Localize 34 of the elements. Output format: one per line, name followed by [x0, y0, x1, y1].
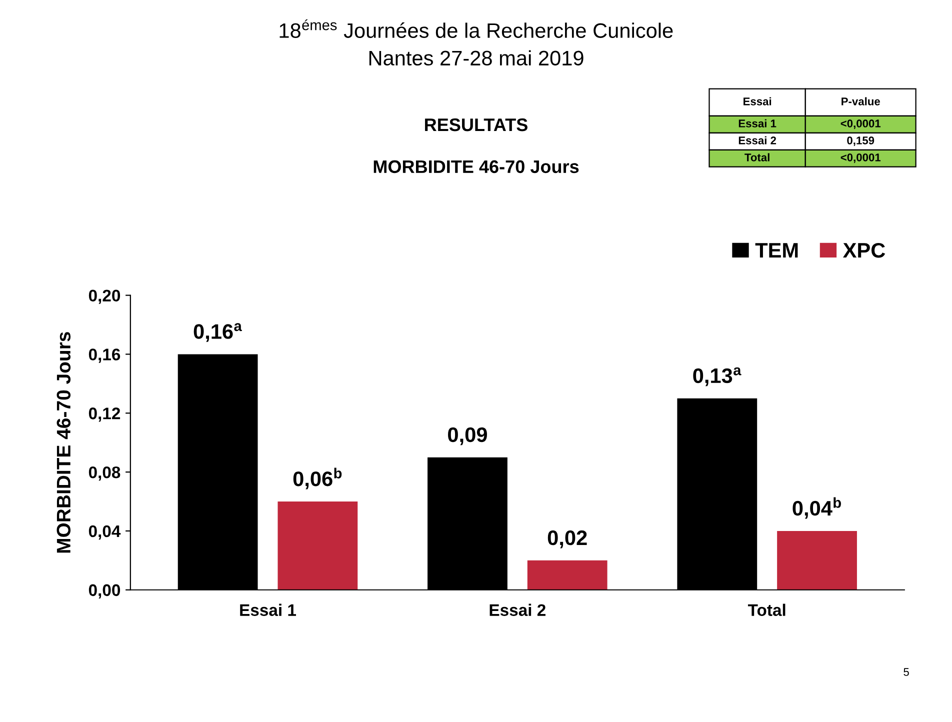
text: RESULTATS [425, 118, 528, 132]
chart-title: 18$^{émes}$ Journées de la Recherche Cunicole [280, 19, 673, 38]
bar [777, 530, 857, 590]
text: Essai 1 [738, 119, 776, 128]
x-tick-label: Essai 2 [490, 604, 546, 616]
text: Essai 2 [738, 136, 776, 144]
data-label: 0,09 [448, 427, 487, 446]
legend-label: TEM [755, 243, 798, 258]
y-tick-label: 0,00 [88, 584, 120, 598]
bar [527, 560, 608, 590]
y-tick-label: 0,16 [88, 348, 120, 363]
y-tick-label: 0,08 [88, 466, 120, 481]
text: 0,159 [847, 136, 874, 146]
legend-label: XPC [842, 242, 886, 258]
text: Essai [744, 97, 772, 106]
x-tick-label: Total [748, 604, 786, 616]
chart-subtitle: Nantes 27-28 mai 2019 [369, 50, 584, 66]
data-label: 0,16$^{a}$ [194, 323, 242, 342]
text: MORBIDITE 46-70 Jours [374, 160, 579, 174]
text: 5 [904, 668, 909, 676]
y-tick-label: 0,12 [88, 408, 120, 422]
data-label: 0,13$^{a}$ [693, 367, 742, 386]
text: Total [744, 153, 770, 162]
y-tick-label: 0,20 [88, 290, 120, 304]
data-label: 0,02 [548, 530, 587, 548]
data-label: 0,04$^{b}$ [792, 497, 841, 519]
text: P-value [842, 97, 880, 106]
text: <0,0001 [840, 153, 881, 163]
data-label: 0,06$^{b}$ [293, 468, 342, 490]
y-axis-title: MORBIDITE 46-70 Jours [56, 332, 71, 553]
y-tick-label: 0,04 [88, 525, 121, 540]
x-tick-label: Essai 1 [240, 604, 296, 616]
text: <0,0001 [840, 120, 881, 130]
bar [278, 502, 358, 590]
